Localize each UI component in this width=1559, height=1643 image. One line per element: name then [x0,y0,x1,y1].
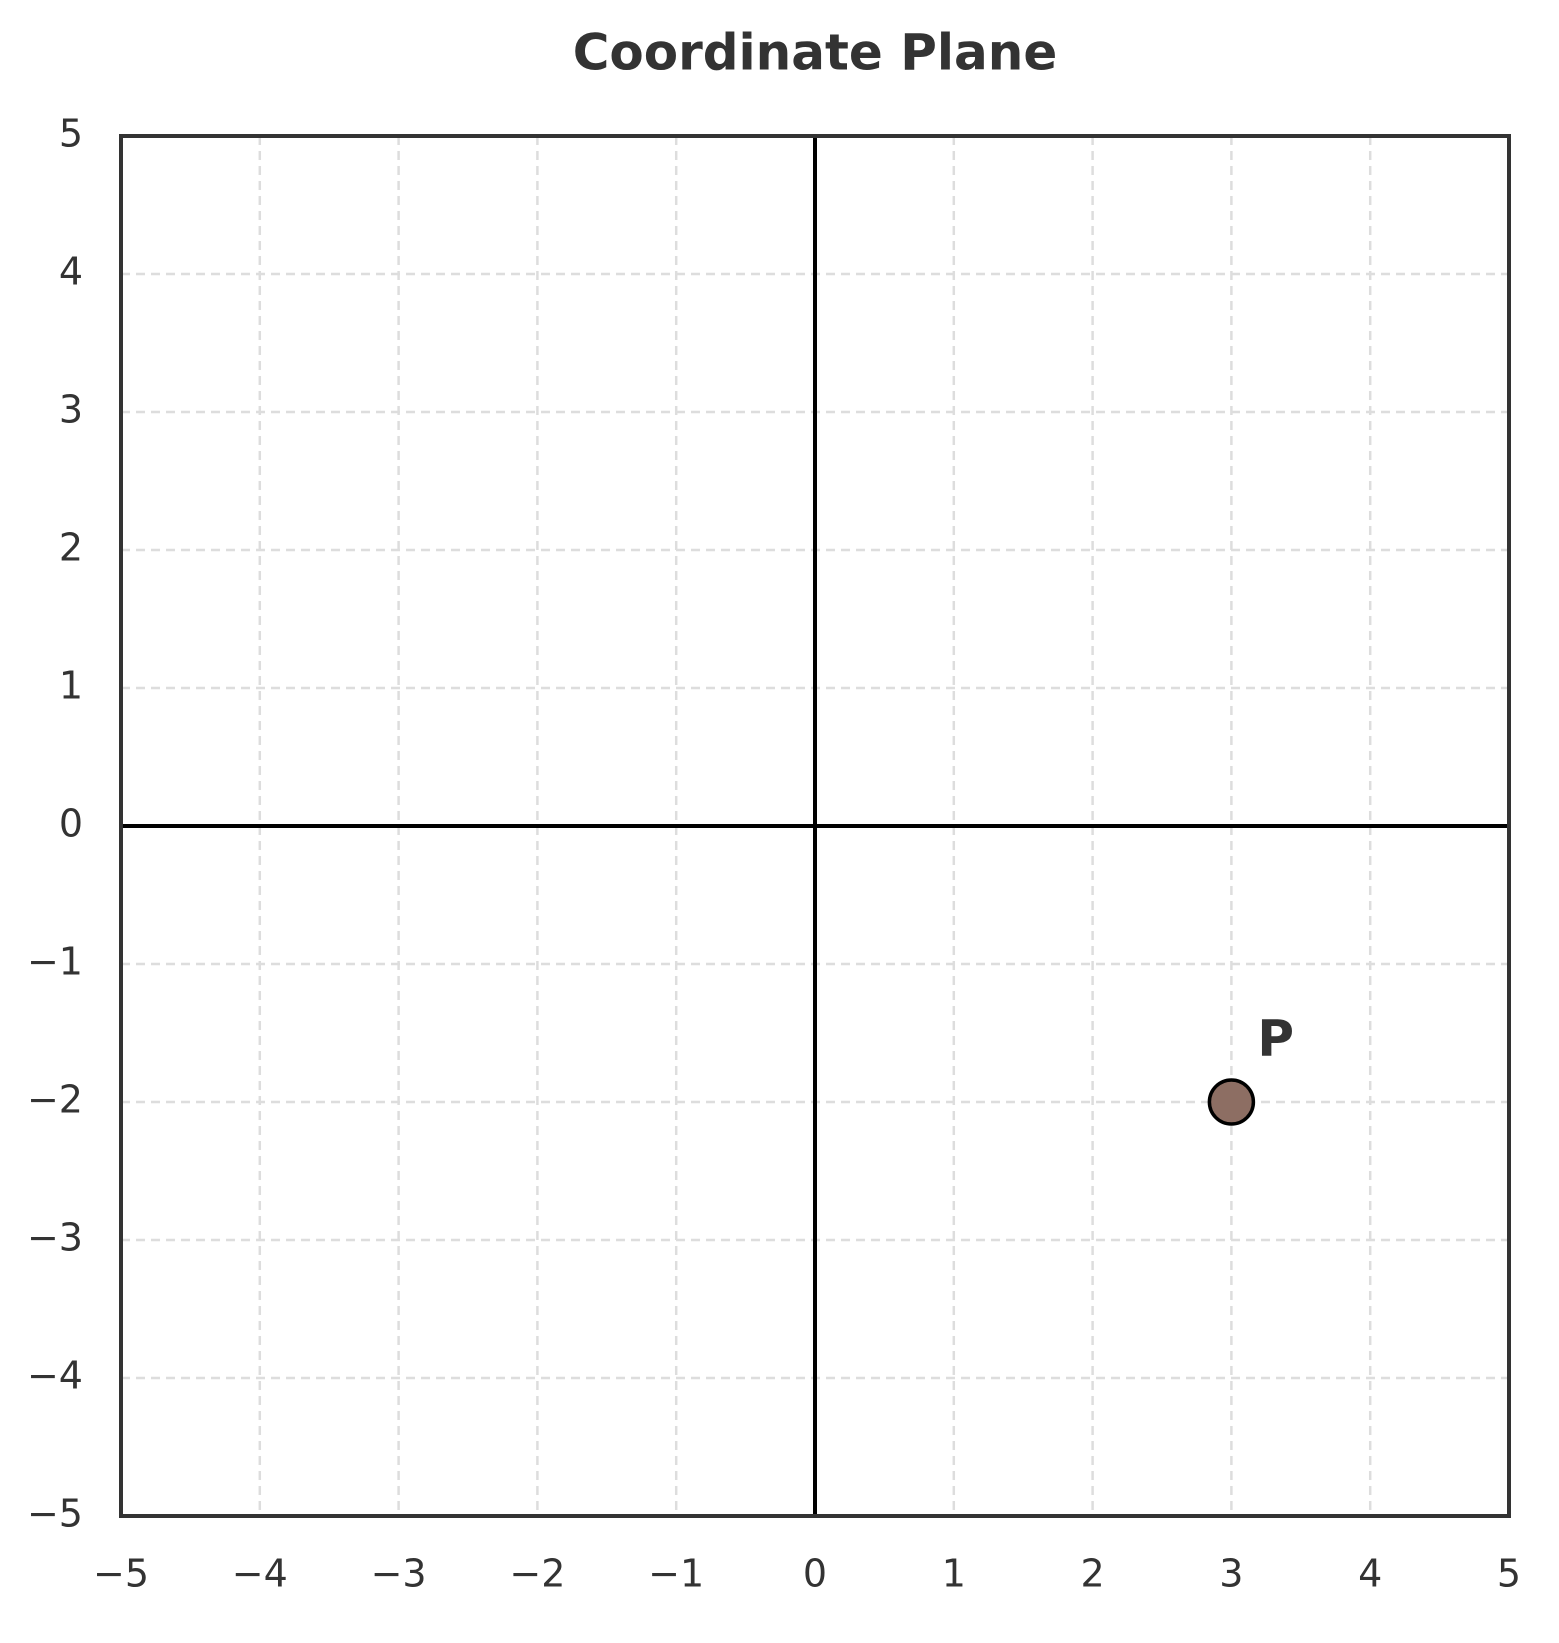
y-tick-label: −4 [27,1354,83,1398]
point-label: P [1257,1010,1294,1068]
x-tick-label: 3 [1219,1552,1243,1596]
plot-frame [119,134,1511,1518]
y-tick-label: 3 [59,388,83,432]
chart-title: Coordinate Plane [573,24,1058,82]
x-tick-label: 4 [1358,1552,1382,1596]
point [1207,1078,1256,1126]
x-tick-label: 0 [803,1552,827,1596]
y-tick-label: −5 [27,1492,83,1536]
y-tick-label: −3 [27,1216,83,1260]
y-tick-label: 4 [59,250,83,294]
x-tick-label: −4 [232,1552,288,1596]
x-tick-label: −2 [509,1552,565,1596]
y-tick-label: −1 [27,940,83,984]
y-tick-label: 0 [59,802,83,846]
x-tick-label: −1 [648,1552,704,1596]
x-tick-label: 2 [1081,1552,1105,1596]
x-tick-label: 1 [942,1552,966,1596]
x-tick-label: −5 [93,1552,149,1596]
y-tick-label: 1 [59,664,83,708]
y-tick-label: 2 [59,526,83,570]
y-tick-label: 5 [59,112,83,156]
y-tick-label: −2 [27,1078,83,1122]
x-tick-label: −3 [371,1552,427,1596]
x-tick-label: 5 [1497,1552,1521,1596]
